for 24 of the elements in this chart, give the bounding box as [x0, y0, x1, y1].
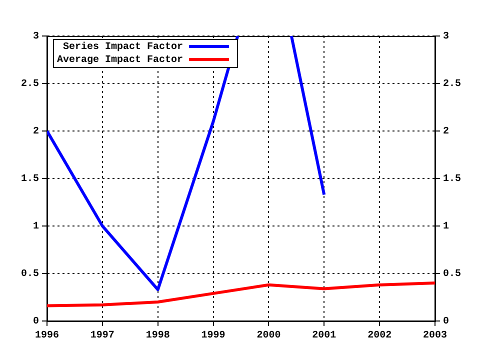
- y2-tick-label: 0: [442, 316, 450, 328]
- y-tick-label: 2: [32, 126, 40, 138]
- x-tick-label: 1999: [201, 330, 226, 342]
- y-tick-label: 0.5: [20, 269, 40, 280]
- x-tick-label: 2002: [368, 330, 392, 342]
- y-tick-label: 1: [32, 222, 40, 233]
- y-tick-label: 3: [32, 32, 40, 43]
- y-tick-label: 0: [32, 316, 40, 328]
- x-tick-label: 2001: [312, 330, 336, 342]
- y2-tick-label: 2: [442, 126, 450, 138]
- y2-tick-label: 2.5: [442, 79, 462, 90]
- x-tick-label: 2000: [256, 330, 281, 342]
- legend-label: Average Impact Factor: [56, 55, 184, 66]
- legend-label: Series Impact Factor: [62, 41, 184, 54]
- y-tick-label: 2.5: [20, 79, 40, 90]
- y-tick-label: 1.5: [20, 174, 40, 186]
- y2-tick-label: 3: [442, 32, 450, 43]
- y2-tick-label: 1: [442, 222, 450, 233]
- x-tick-label: 2003: [422, 330, 448, 342]
- y2-tick-label: 1.5: [442, 174, 462, 186]
- y2-tick-label: 0.5: [442, 269, 462, 280]
- x-tick-label: 1997: [90, 330, 114, 342]
- x-tick-label: 1996: [34, 330, 60, 342]
- x-tick-label: 1998: [146, 330, 170, 342]
